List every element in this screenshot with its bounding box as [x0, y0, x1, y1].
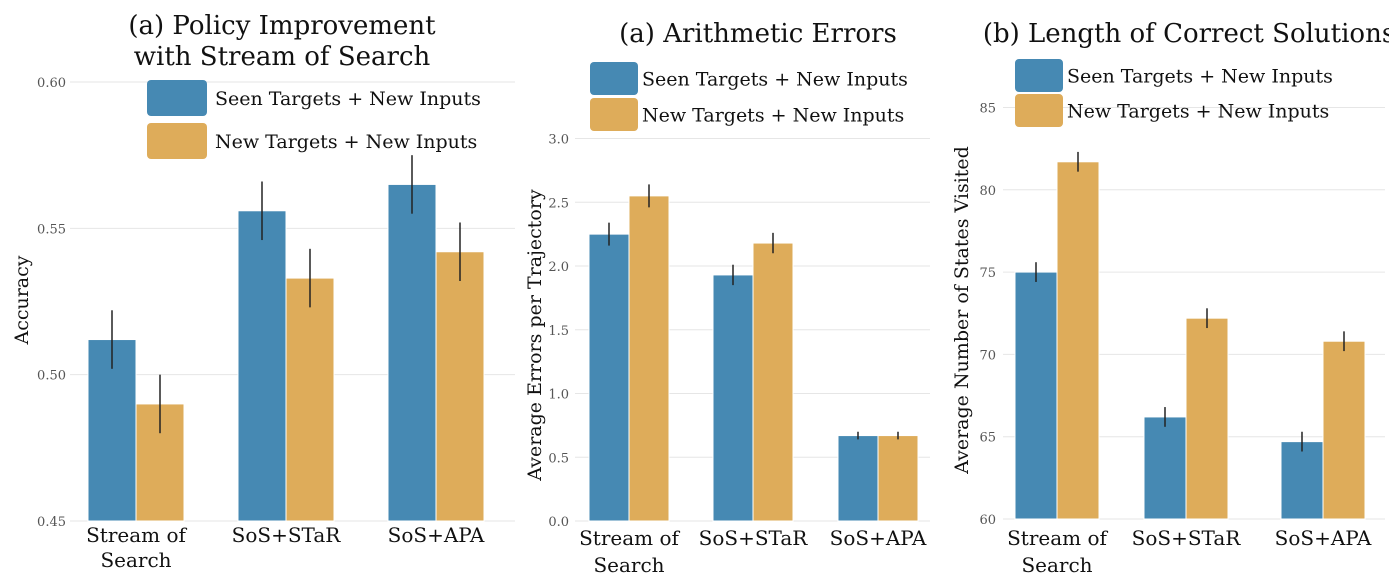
y-tick-label: 85 — [979, 101, 996, 116]
legend-swatch — [590, 62, 638, 95]
legend-label: Seen Targets + New Inputs — [642, 69, 908, 91]
bar — [752, 242, 794, 522]
legend-label: Seen Targets + New Inputs — [1067, 66, 1333, 88]
chart-title-line: with Stream of Search — [134, 42, 431, 72]
y-tick-label: 2.0 — [548, 260, 569, 275]
y-tick-label: 3.0 — [548, 133, 569, 148]
x-tick-label-line: Stream of — [86, 523, 187, 547]
x-tick-label: Stream of Search — [1007, 526, 1108, 577]
bar — [87, 339, 137, 522]
bar — [628, 195, 670, 522]
x-tick-label-line: Search — [593, 553, 664, 577]
bar — [1014, 271, 1058, 520]
x-tick-label: Stream of Search — [579, 526, 680, 577]
legend-swatch — [590, 98, 638, 131]
x-tick-label: SoS+STaR — [699, 526, 809, 550]
bar — [712, 274, 754, 522]
x-tick-label-line: Search — [100, 548, 171, 572]
legend-swatch — [147, 80, 207, 116]
y-tick-label: 75 — [979, 266, 996, 281]
legend-swatch — [147, 123, 207, 159]
chart-title: (b) Length of Correct Solutions — [983, 19, 1389, 49]
bar — [1056, 161, 1100, 520]
bar — [1280, 441, 1324, 520]
bar — [837, 435, 879, 522]
y-axis-label: Accuracy — [11, 255, 33, 345]
x-tick-label-line: Stream of — [579, 526, 680, 550]
bar — [1143, 416, 1187, 520]
y-tick-label: 65 — [979, 431, 996, 446]
chart-panel-2: 0.0 0.5 1.0 1.5 2.0 2.5 3.0 Stream of Search SoS+… — [524, 19, 930, 577]
legend-label: New Targets + New Inputs — [1067, 101, 1329, 123]
y-tick-label: 0.5 — [548, 451, 569, 466]
legend-swatch — [1015, 59, 1063, 92]
legend-swatch — [1015, 94, 1063, 127]
chart-title: (a) Policy Improvement with Stream of Sea… — [128, 11, 436, 72]
x-tick-label: SoS+STaR — [232, 523, 342, 547]
bar — [285, 277, 335, 522]
bar — [877, 435, 919, 522]
chart-panel-1: 0.45 0.50 0.55 0.60 Stream of Search SoS+STaR S… — [11, 11, 515, 572]
y-tick-label: 0.0 — [548, 515, 569, 530]
y-tick-label: 70 — [979, 348, 996, 363]
chart-title: (a) Arithmetic Errors — [619, 19, 897, 49]
y-tick-label: 0.60 — [37, 76, 66, 91]
legend-label: Seen Targets + New Inputs — [215, 88, 481, 110]
y-axis-label: Average Errors per Trajectory — [524, 189, 546, 482]
legend: Seen Targets + New Inputs New Targets + N… — [147, 80, 481, 159]
legend-label: New Targets + New Inputs — [642, 105, 904, 127]
legend: Seen Targets + New Inputs New Targets + N… — [1015, 59, 1333, 127]
y-axis-label: Average Number of States Visited — [951, 146, 973, 475]
x-tick-label: SoS+STaR — [1132, 526, 1242, 550]
x-tick-label-line: Search — [1021, 553, 1092, 577]
bar — [135, 403, 185, 522]
x-tick-label: SoS+APA — [1275, 526, 1372, 550]
bar — [435, 251, 485, 522]
bar — [1322, 340, 1366, 520]
y-tick-label: 1.5 — [548, 324, 569, 339]
bar — [1185, 317, 1229, 520]
y-tick-label: 0.50 — [37, 369, 66, 384]
y-tick-label: 80 — [979, 184, 996, 199]
y-tick-label: 1.0 — [548, 388, 569, 403]
chart-title-line: (a) Policy Improvement — [128, 11, 436, 41]
x-tick-label: SoS+APA — [830, 526, 927, 550]
bar — [237, 210, 287, 522]
chart-panel-3: 60 65 70 75 80 85 Stream of Search SoS+STaR SoS+A… — [951, 19, 1389, 577]
y-tick-label: 2.5 — [548, 196, 569, 211]
legend: Seen Targets + New Inputs New Targets + N… — [590, 62, 908, 131]
legend-label: New Targets + New Inputs — [215, 131, 477, 153]
y-tick-label: 60 — [979, 513, 996, 528]
y-tick-label: 0.45 — [37, 515, 66, 530]
bar — [387, 183, 437, 522]
x-tick-label: SoS+APA — [388, 523, 485, 547]
bar — [588, 233, 630, 522]
x-tick-label: Stream of Search — [86, 523, 187, 572]
y-tick-label: 0.55 — [37, 222, 66, 237]
x-tick-label-line: Stream of — [1007, 526, 1108, 550]
